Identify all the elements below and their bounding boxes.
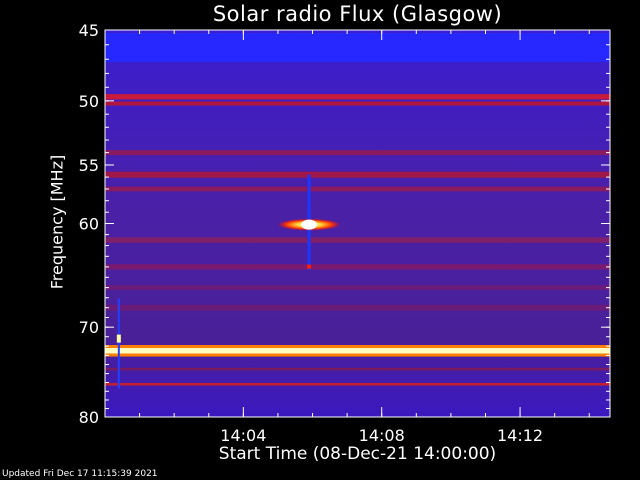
y-tick-label-1: 50 bbox=[79, 92, 99, 111]
x-axis-label: Start Time (08-Dec-21 14:00:00) bbox=[218, 444, 497, 464]
band-10-edge-bottom bbox=[105, 353, 610, 357]
band-9 bbox=[105, 304, 610, 311]
y-tick-label-2: 55 bbox=[79, 156, 99, 175]
chart-title: Solar radio Flux (Glasgow) bbox=[212, 2, 503, 26]
band-12 bbox=[105, 382, 610, 386]
band-1 bbox=[105, 94, 610, 100]
y-tick-label-4: 70 bbox=[79, 318, 99, 337]
band-4 bbox=[105, 171, 610, 178]
x-tick-label-0: 14:04 bbox=[220, 426, 266, 445]
band-7 bbox=[105, 264, 610, 270]
band-2 bbox=[105, 101, 610, 106]
band-6 bbox=[105, 237, 610, 243]
y-tick-label-0: 45 bbox=[79, 21, 99, 40]
band-3 bbox=[105, 150, 610, 156]
y-axis-label: Frequency [MHz] bbox=[47, 154, 67, 290]
burst-0-core bbox=[301, 219, 318, 230]
band-10 bbox=[105, 347, 610, 354]
plot-background bbox=[105, 30, 610, 417]
band-0 bbox=[105, 32, 610, 63]
y-tick-label-5: 80 bbox=[79, 408, 99, 427]
burst-1-core bbox=[116, 334, 121, 343]
burst-0-tail bbox=[307, 264, 312, 269]
band-8 bbox=[105, 285, 610, 291]
band-5 bbox=[105, 186, 610, 192]
x-tick-label-1: 14:08 bbox=[359, 426, 405, 445]
updated-timestamp: Updated Fri Dec 17 11:15:39 2021 bbox=[2, 469, 158, 479]
x-tick-label-2: 14:12 bbox=[497, 426, 543, 445]
band-11 bbox=[105, 367, 610, 371]
y-tick-label-3: 60 bbox=[79, 215, 99, 234]
band-10-edge-top bbox=[105, 344, 610, 348]
